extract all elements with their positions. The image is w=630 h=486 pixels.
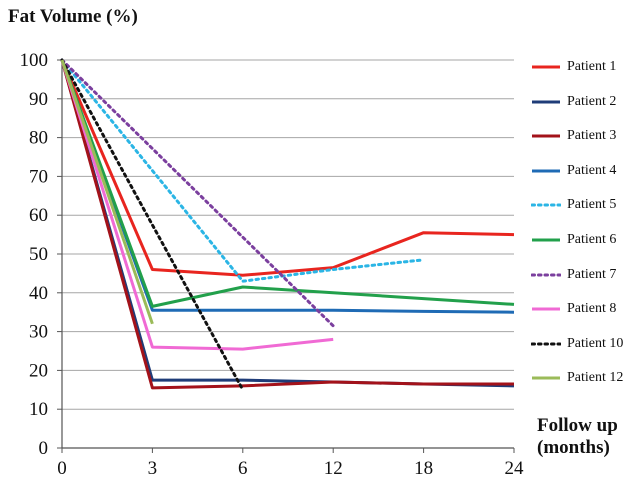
legend-label: Patient 7 <box>567 266 617 282</box>
series-line-10 <box>60 59 154 325</box>
legend-item: Patient 12 <box>527 369 630 393</box>
legend-item: Patient 6 <box>527 231 630 255</box>
x-tick-label: 0 <box>57 458 67 479</box>
legend-label: Patient 6 <box>567 231 617 247</box>
y-tick-label: 70 <box>29 166 48 187</box>
series-line-6 <box>60 59 515 308</box>
series-line-9 <box>60 58 245 392</box>
legend-item: Patient 1 <box>527 58 630 82</box>
legend-swatch <box>531 203 561 207</box>
y-tick-labels: 0 10 20 30 40 50 60 70 80 90 100 <box>20 50 49 459</box>
legend-label: Patient 12 <box>567 370 624 386</box>
legend-item: Patient 10 <box>527 335 630 359</box>
legend-item: Patient 8 <box>527 300 630 324</box>
y-tick-label: 40 <box>29 283 48 304</box>
series-line-5 <box>60 58 426 283</box>
y-tick-label: 60 <box>29 205 48 226</box>
legend-label: Patient 10 <box>567 335 624 351</box>
y-tick-label: 0 <box>39 438 49 459</box>
series-line-2 <box>60 59 515 388</box>
legend-swatch <box>532 376 560 380</box>
x-axis-title: Follow up (months) <box>537 415 630 459</box>
y-tick-label: 30 <box>29 322 48 343</box>
legend-label: Patient 5 <box>567 197 617 213</box>
x-tick-label: 24 <box>505 458 525 479</box>
axes <box>57 59 515 453</box>
y-tick-label: 10 <box>29 399 48 420</box>
x-axis-title-line-1: Follow up <box>537 415 618 436</box>
legend-swatch <box>532 65 560 69</box>
series-line-7 <box>60 58 335 328</box>
legend-item: Patient 2 <box>527 93 630 117</box>
legend-item: Patient 4 <box>527 162 630 186</box>
legend-label: Patient 3 <box>567 128 617 144</box>
legend-swatch <box>532 100 560 104</box>
series-line-1 <box>60 59 515 277</box>
y-tick-label: 90 <box>29 89 48 110</box>
y-tick-label: 100 <box>20 50 49 71</box>
legend: Patient 1 Patient 2 Patient 3 Patient 4 Pati… <box>527 58 630 404</box>
x-tick-label: 12 <box>324 458 343 479</box>
legend-swatch <box>532 134 560 138</box>
x-axis-title-line-2: (months) <box>537 437 610 458</box>
y-axis-title: Fat Volume (%) <box>8 6 138 27</box>
x-tick-label: 6 <box>238 458 248 479</box>
legend-label: Patient 4 <box>567 162 617 178</box>
series-line-3 <box>60 59 514 390</box>
legend-label: Patient 2 <box>567 93 617 109</box>
series-lines <box>60 58 515 392</box>
y-tick-label: 50 <box>29 244 48 265</box>
x-tick-labels: 0 3 6 12 18 24 <box>57 458 524 479</box>
legend-swatch <box>531 342 561 346</box>
legend-swatch <box>532 238 560 242</box>
legend-item: Patient 7 <box>527 266 630 290</box>
y-tick-label: 20 <box>29 360 48 381</box>
legend-item: Patient 3 <box>527 127 630 151</box>
x-tick-label: 18 <box>414 458 433 479</box>
legend-swatch <box>532 169 560 173</box>
x-tick-label: 3 <box>148 458 158 479</box>
series-line-8 <box>60 59 334 351</box>
legend-swatch <box>532 307 560 311</box>
legend-item: Patient 5 <box>527 196 630 220</box>
legend-swatch <box>531 273 561 277</box>
legend-label: Patient 1 <box>567 59 617 74</box>
legend-label: Patient 8 <box>567 301 617 317</box>
y-tick-label: 80 <box>29 128 48 149</box>
